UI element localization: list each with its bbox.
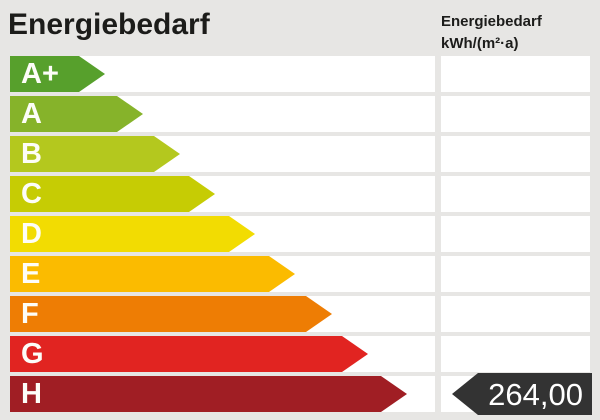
- row-background-right: [441, 176, 590, 212]
- page-title: Energiebedarf: [8, 8, 210, 41]
- unit-header-line1: Energiebedarf: [441, 13, 542, 30]
- row-background-right: [441, 296, 590, 332]
- energy-class-label: H: [21, 378, 42, 410]
- value-pointer-text: 264,00: [488, 377, 583, 412]
- energy-class-label: G: [21, 338, 44, 370]
- energy-class-arrow-G: G: [10, 336, 368, 372]
- unit-header: Energiebedarf kWh/(m²·a): [441, 11, 542, 55]
- energy-class-arrow-D: D: [10, 216, 255, 252]
- energy-class-arrow-F: F: [10, 296, 332, 332]
- value-pointer-arrow: 264,00: [452, 373, 592, 415]
- energy-class-arrow-C: C: [10, 176, 215, 212]
- energy-class-label: B: [21, 138, 42, 170]
- energy-class-label: C: [21, 178, 42, 210]
- energy-class-label: A: [21, 98, 42, 130]
- energy-class-label: A+: [21, 58, 59, 90]
- energy-class-arrow-E: E: [10, 256, 295, 292]
- energy-class-arrow-B: B: [10, 136, 180, 172]
- row-background-right: [441, 96, 590, 132]
- row-background-right: [441, 56, 590, 92]
- row-background-right: [441, 136, 590, 172]
- energy-class-label: D: [21, 218, 42, 250]
- unit-header-line2: kWh/(m²·a): [441, 35, 519, 52]
- energy-class-label: F: [21, 298, 39, 330]
- energy-class-arrow-A: A: [10, 96, 143, 132]
- energy-class-label: E: [21, 258, 41, 290]
- row-background-right: [441, 336, 590, 372]
- row-background-right: [441, 256, 590, 292]
- energy-class-arrow-H: H: [10, 376, 407, 412]
- row-background-right: [441, 216, 590, 252]
